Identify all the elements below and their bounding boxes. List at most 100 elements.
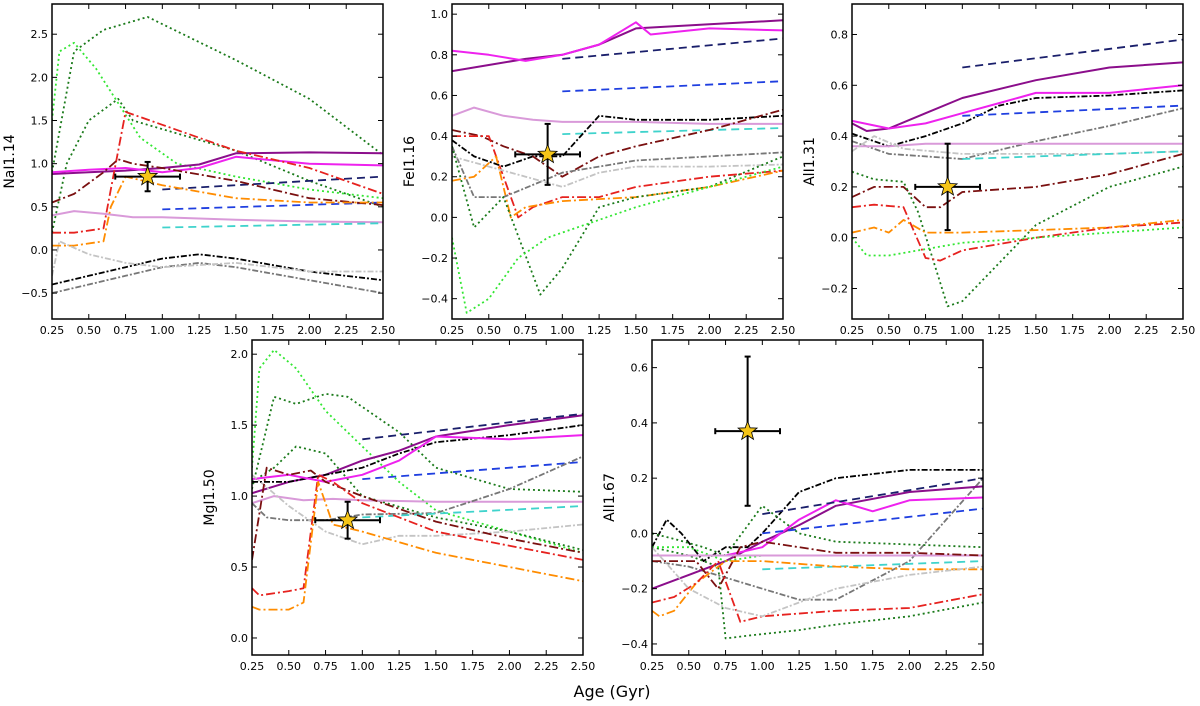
y-tick-label: 0.4 bbox=[831, 130, 849, 143]
series-orange-dashdot bbox=[652, 560, 983, 618]
y-tick-label: −0.4 bbox=[421, 293, 448, 306]
series-purple-solid bbox=[452, 19, 783, 73]
y-tick-label: 0.0 bbox=[831, 232, 849, 245]
series-blue-dashed bbox=[362, 461, 583, 480]
series-darkred-dashdot bbox=[252, 466, 583, 561]
series-blue-dashed bbox=[562, 80, 783, 93]
series-magenta-solid bbox=[852, 84, 1183, 130]
y-tick-label: 1.0 bbox=[231, 490, 249, 503]
y-tick-label: −0.2 bbox=[421, 252, 448, 265]
observed-point bbox=[114, 160, 181, 193]
panel-ali131: 0.25 0.50 0.75 1.00 1.25 1.50 1.75 2.00 2.25 2.50… bbox=[802, 3, 1196, 337]
series-purple-solid bbox=[652, 485, 983, 590]
series-navy-dashed bbox=[362, 412, 583, 441]
y-axis-label: AlI1.67 bbox=[602, 473, 618, 522]
series-darkred-dashdot bbox=[52, 158, 383, 206]
x-axis-label: Age (Gyr) bbox=[574, 682, 651, 701]
panel-ali167: 0.25 0.50 0.75 1.00 1.25 1.50 1.75 2.00 2.25 2.50… bbox=[602, 339, 995, 673]
x-tick-label: 1.25 bbox=[187, 324, 212, 337]
x-tick-label: 2.00 bbox=[497, 660, 522, 673]
series-green-dotted bbox=[452, 165, 783, 314]
star-marker bbox=[537, 143, 559, 164]
x-tick-label: 2.50 bbox=[1171, 324, 1196, 337]
x-tick-label: 1.75 bbox=[860, 660, 885, 673]
series-green-dotted bbox=[852, 226, 1183, 257]
y-tick-label: 0.8 bbox=[431, 49, 449, 62]
series-lightgray-dashdot bbox=[452, 155, 783, 188]
series-gray-dashdot bbox=[452, 145, 783, 199]
observed-point bbox=[714, 355, 781, 507]
x-tick-label: 1.25 bbox=[787, 660, 812, 673]
observed-point bbox=[914, 142, 981, 232]
x-tick-label: 2.00 bbox=[297, 324, 322, 337]
x-tick-label: 0.75 bbox=[713, 660, 738, 673]
series-group bbox=[52, 15, 383, 294]
series-purple-solid bbox=[852, 61, 1183, 132]
star-marker bbox=[937, 175, 959, 196]
y-tick-label: 0.4 bbox=[631, 417, 649, 430]
y-axis-label: AlI1.31 bbox=[802, 137, 818, 186]
series-turquoise-dashed bbox=[762, 560, 983, 571]
x-tick-label: 0.50 bbox=[77, 324, 102, 337]
series-magenta-solid bbox=[52, 155, 383, 174]
series-blue-dashed bbox=[962, 104, 1183, 117]
series-navy-dashed bbox=[962, 38, 1183, 69]
series-gray-dashdot bbox=[852, 107, 1183, 160]
x-tick-label: 0.75 bbox=[913, 324, 938, 337]
star-marker bbox=[337, 509, 359, 530]
x-tick-label: 2.25 bbox=[334, 324, 359, 337]
series-blue-dashed bbox=[762, 507, 983, 535]
y-tick-label: 1.5 bbox=[231, 419, 249, 432]
y-tick-label: 1.0 bbox=[31, 158, 49, 171]
series-turquoise-dashed bbox=[362, 505, 583, 519]
y-tick-label: 0.0 bbox=[31, 244, 49, 257]
y-tick-label: 0.2 bbox=[831, 181, 849, 194]
x-tick-label: 1.75 bbox=[460, 660, 485, 673]
series-green-dotted bbox=[252, 348, 583, 554]
series-orchid-solid bbox=[452, 106, 783, 125]
x-tick-label: 1.50 bbox=[224, 324, 249, 337]
series-group bbox=[852, 38, 1183, 308]
y-tick-label: 0.5 bbox=[231, 561, 249, 574]
y-tick-label: 0.6 bbox=[431, 89, 449, 102]
series-blue-dashed bbox=[162, 201, 383, 211]
y-axis-label: FeI1.16 bbox=[402, 136, 418, 187]
observed-point bbox=[314, 500, 381, 540]
y-tick-label: −0.4 bbox=[621, 638, 648, 651]
series-dark-green-dotted-upper bbox=[52, 15, 383, 173]
x-tick-label: 2.50 bbox=[571, 660, 596, 673]
axes-frame bbox=[451, 3, 784, 320]
panel-fei116: 0.25 0.50 0.75 1.00 1.25 1.50 1.75 2.00 2.25 2.50… bbox=[402, 3, 795, 337]
series-magenta-solid bbox=[252, 434, 583, 483]
series-lightgray-dashdot bbox=[52, 240, 383, 276]
x-tick-label: 2.25 bbox=[934, 660, 959, 673]
x-tick-label: 2.00 bbox=[697, 324, 722, 337]
x-tick-label: 0.25 bbox=[40, 324, 65, 337]
x-tick-label: 1.50 bbox=[1024, 324, 1049, 337]
x-tick-label: 1.00 bbox=[950, 324, 975, 337]
series-dark-green-dotted-lower bbox=[652, 546, 983, 640]
x-tick-label: 1.00 bbox=[150, 324, 175, 337]
series-group bbox=[252, 348, 583, 611]
series-turquoise-dashed bbox=[162, 222, 383, 229]
star-marker bbox=[137, 165, 159, 186]
y-tick-label: 0.4 bbox=[431, 130, 449, 143]
y-tick-label: 2.0 bbox=[231, 348, 249, 361]
y-tick-label: 2.0 bbox=[31, 71, 49, 84]
series-green-dotted bbox=[52, 41, 383, 200]
series-black-dashdot bbox=[652, 468, 983, 562]
y-tick-label: 0.8 bbox=[831, 28, 849, 41]
x-tick-label: 1.00 bbox=[750, 660, 775, 673]
axes-frame bbox=[651, 339, 984, 656]
x-tick-label: 0.75 bbox=[113, 324, 138, 337]
series-dark-green-dotted bbox=[852, 165, 1183, 308]
series-red-dashdot bbox=[52, 111, 383, 234]
series-orchid-solid bbox=[852, 142, 1183, 148]
x-tick-label: 1.00 bbox=[350, 660, 375, 673]
x-tick-label: 1.50 bbox=[824, 660, 849, 673]
axes-frame bbox=[851, 3, 1184, 320]
x-tick-label: 2.00 bbox=[897, 660, 922, 673]
y-tick-label: 1.5 bbox=[31, 115, 49, 128]
series-turquoise-dashed bbox=[962, 150, 1183, 160]
panel-nai114: 0.25 0.50 0.75 1.00 1.25 1.50 1.75 2.00 2.25 2.50… bbox=[2, 3, 395, 337]
